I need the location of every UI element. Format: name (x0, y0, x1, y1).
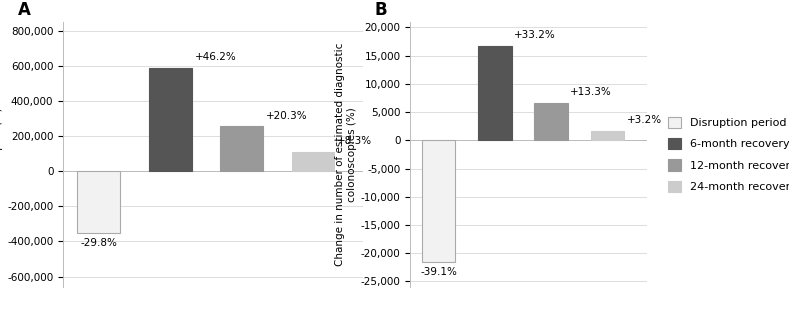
Text: A: A (18, 1, 31, 19)
Text: +8.3%: +8.3% (337, 136, 372, 146)
Legend: Disruption period, 6-month recovery, 12-month recovery, 24-month recovery: Disruption period, 6-month recovery, 12-… (664, 113, 789, 196)
Text: -29.8%: -29.8% (80, 238, 118, 248)
Text: B: B (375, 1, 387, 19)
Text: +3.2%: +3.2% (626, 115, 662, 125)
Bar (77, 171, 120, 232)
Text: -39.1%: -39.1% (420, 267, 457, 277)
Bar (421, 140, 455, 262)
Bar (591, 131, 624, 140)
Text: +13.3%: +13.3% (570, 87, 612, 97)
Text: +46.2%: +46.2% (194, 52, 236, 62)
Bar (292, 152, 335, 171)
Text: +20.3%: +20.3% (266, 110, 308, 120)
Text: +33.2%: +33.2% (514, 30, 555, 40)
Y-axis label: Change in number of estimated preventive
colonoscopies (%): Change in number of estimated preventive… (0, 42, 3, 267)
Y-axis label: Change in number of estimated diagnostic
colonoscopies (%): Change in number of estimated diagnostic… (335, 43, 357, 266)
Bar (149, 67, 192, 171)
Bar (534, 103, 568, 140)
Bar (220, 126, 263, 171)
Bar (478, 46, 512, 140)
